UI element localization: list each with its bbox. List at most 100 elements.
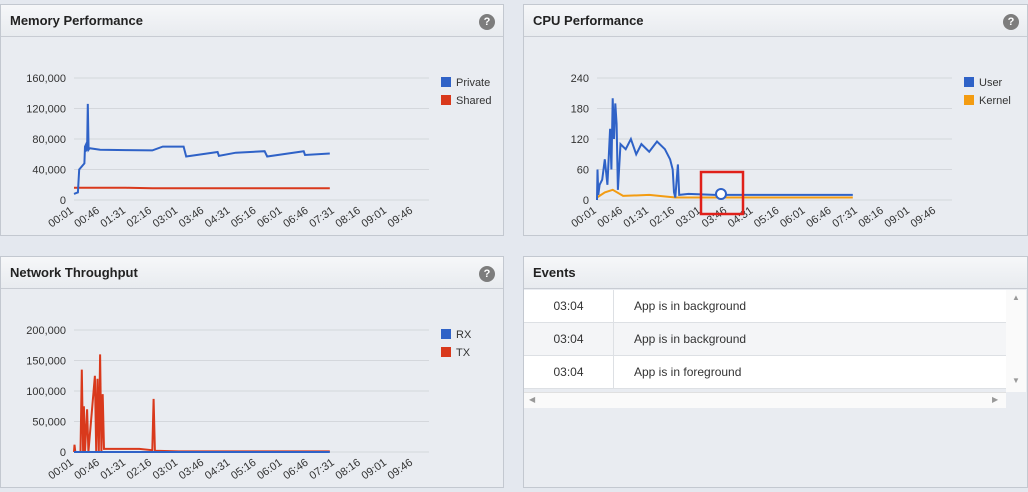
event-time: 03:04: [524, 290, 614, 322]
event-message: App is in background: [634, 299, 747, 313]
x-tick-label: 09:01: [360, 457, 389, 483]
scroll-up-arrow-icon[interactable]: ▲: [1012, 293, 1020, 302]
series-line: [73, 103, 330, 195]
x-tick-label: 00:01: [569, 205, 598, 231]
help-icon[interactable]: ?: [1003, 14, 1019, 30]
y-tick-label: 0: [60, 195, 66, 207]
legend-label: RX: [456, 329, 472, 341]
event-message: App is in foreground: [634, 365, 742, 379]
x-tick-label: 02:16: [648, 205, 677, 231]
y-tick-label: 100,000: [26, 386, 66, 398]
x-tick-label: 02:16: [125, 457, 154, 483]
event-row[interactable]: 03:04 App is in background: [524, 323, 1006, 356]
panel-title: CPU Performance: [533, 13, 644, 28]
x-tick-label: 01:31: [98, 205, 127, 231]
x-tick-label: 09:46: [386, 205, 415, 231]
x-tick-label: 04:31: [726, 205, 755, 231]
y-tick-label: 150,000: [26, 356, 66, 368]
x-tick-label: 09:01: [360, 205, 389, 231]
event-row[interactable]: 03:04 App is in background: [524, 290, 1006, 323]
hover-marker: [715, 188, 727, 200]
legend-label: Kernel: [979, 95, 1011, 107]
x-tick-label: 00:01: [46, 205, 75, 231]
legend-label: TX: [456, 347, 471, 359]
x-tick-label: 08:16: [856, 205, 885, 231]
cpu-performance-panel: CPU Performance ? 240 180 120 60 0 00:01 00:46…: [523, 4, 1028, 236]
y-tick-label: 240: [571, 73, 589, 85]
x-tick-label: 06:46: [804, 205, 833, 231]
event-time: 03:04: [524, 323, 614, 355]
scroll-left-arrow-icon[interactable]: ◀: [529, 395, 536, 404]
x-tick-label: 06:46: [281, 457, 310, 483]
x-tick-label: 07:31: [830, 205, 859, 231]
x-tick-label: 06:01: [255, 457, 284, 483]
legend-label: User: [979, 77, 1003, 89]
y-tick-label: 120,000: [26, 104, 66, 116]
events-panel: Events 03:04 App is in background 03:04 …: [523, 256, 1028, 488]
x-tick-label: 03:46: [177, 205, 206, 231]
panel-header: Memory Performance ?: [1, 5, 503, 37]
panel-header: CPU Performance ?: [524, 5, 1027, 37]
legend-label: Shared: [456, 95, 491, 107]
memory-chart: 160,000 120,000 80,000 40,000 000:0100:4601:…: [26, 73, 491, 231]
y-tick-label: 60: [577, 165, 589, 177]
y-tick-label: 50,000: [32, 417, 66, 429]
y-tick-label: 180: [571, 104, 589, 116]
scroll-right-arrow-icon[interactable]: ▶: [992, 395, 999, 404]
x-tick-label: 00:46: [72, 457, 101, 483]
x-tick-label: 01:31: [621, 205, 650, 231]
event-row[interactable]: 03:04 App is in foreground: [524, 356, 1006, 389]
panel-header: Events: [524, 257, 1027, 289]
horizontal-scrollbar[interactable]: ◀ ▶: [524, 392, 1006, 408]
legend-swatch: [441, 95, 451, 105]
x-tick-label: 03:46: [177, 457, 206, 483]
y-tick-label: 40,000: [32, 165, 66, 177]
x-tick-label: 08:16: [333, 205, 362, 231]
panel-title: Memory Performance: [10, 13, 143, 28]
x-tick-label: 03:46: [700, 205, 729, 231]
panel-title: Events: [533, 265, 576, 280]
x-tick-label: 02:16: [125, 205, 154, 231]
panel-header: Network Throughput ?: [1, 257, 503, 289]
x-tick-label: 07:31: [307, 457, 336, 483]
x-tick-label: 06:46: [281, 205, 310, 231]
legend-label: Private: [456, 77, 490, 89]
legend-swatch: [964, 95, 974, 105]
x-tick-label: 05:16: [752, 205, 781, 231]
network-chart: 200,000 150,000 100,000 50,000 000:0100:4601…: [26, 325, 472, 483]
x-tick-label: 06:01: [255, 205, 284, 231]
x-tick-label: 01:31: [98, 457, 127, 483]
highlight-box: [699, 170, 745, 216]
x-tick-label: 03:01: [674, 205, 703, 231]
legend-swatch: [441, 77, 451, 87]
x-tick-label: 04:31: [203, 457, 232, 483]
x-tick-label: 05:16: [229, 457, 258, 483]
x-tick-label: 00:01: [46, 457, 75, 483]
vertical-scrollbar[interactable]: ▲ ▼: [1006, 290, 1026, 392]
panel-title: Network Throughput: [10, 265, 138, 280]
x-tick-label: 00:46: [595, 205, 624, 231]
y-tick-label: 120: [571, 134, 589, 146]
x-tick-label: 00:46: [72, 205, 101, 231]
x-tick-label: 04:31: [203, 205, 232, 231]
x-tick-label: 08:16: [333, 457, 362, 483]
y-tick-label: 0: [583, 195, 589, 207]
x-tick-label: 09:46: [386, 457, 415, 483]
x-tick-label: 03:01: [151, 457, 180, 483]
legend-swatch: [441, 329, 451, 339]
memory-performance-panel: Memory Performance ? 160,000 120,000 80,00…: [0, 4, 504, 236]
help-icon[interactable]: ?: [479, 14, 495, 30]
legend-swatch: [441, 347, 451, 357]
x-tick-label: 06:01: [778, 205, 807, 231]
x-tick-label: 05:16: [229, 205, 258, 231]
series-line: [596, 98, 853, 201]
series-line: [73, 354, 330, 453]
network-throughput-panel: Network Throughput ? 200,000 150,000 100,0…: [0, 256, 504, 488]
x-tick-label: 09:46: [909, 205, 938, 231]
event-time: 03:04: [524, 356, 614, 388]
x-tick-label: 09:01: [883, 205, 912, 231]
x-tick-label: 03:01: [151, 205, 180, 231]
scroll-down-arrow-icon[interactable]: ▼: [1012, 376, 1020, 385]
help-icon[interactable]: ?: [479, 266, 495, 282]
y-tick-label: 0: [60, 447, 66, 459]
